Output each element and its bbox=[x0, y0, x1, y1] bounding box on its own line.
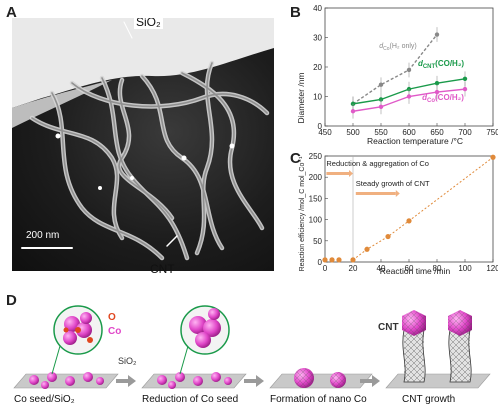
cobalt-label: Co bbox=[108, 326, 122, 337]
chart-c-annotation-2-arrowhead bbox=[395, 190, 400, 197]
panel-letter-c: C bbox=[290, 150, 301, 167]
chart-c-ytick-label: 150 bbox=[309, 194, 323, 203]
growth-schematic: O Co SiO₂ CNT Co seed/SiO₂ Reduction of … bbox=[0, 300, 500, 409]
chart-b-data-point bbox=[406, 94, 412, 99]
chart-b-data-point bbox=[434, 32, 440, 37]
chart-c-xtick-label: 60 bbox=[405, 264, 414, 273]
chart-b-ylabel: Diameter /nm bbox=[296, 72, 306, 123]
chart-b-data-point bbox=[378, 104, 384, 110]
cnt-schematic-label: CNT bbox=[378, 322, 399, 333]
chart-b-data-point bbox=[350, 109, 356, 114]
chart-c-annotation-2-arrow bbox=[355, 192, 396, 195]
chart-b-series-line bbox=[352, 34, 438, 105]
chart-c-data-point bbox=[329, 257, 335, 263]
chart-c-trend-line bbox=[352, 156, 494, 261]
chart-c-ytick-label: 200 bbox=[309, 173, 323, 182]
sio2-label: SiO₂ bbox=[134, 18, 163, 29]
chart-c-ylabel: Reaction efficiency /mol_C mol_Co⁻¹ bbox=[299, 156, 306, 272]
step-caption-1: Co seed/SiO₂ bbox=[14, 394, 75, 405]
chart-c-data-point bbox=[406, 218, 412, 224]
chart-b-ytick-label: 10 bbox=[313, 93, 322, 102]
oxygen-label: O bbox=[108, 312, 116, 323]
chart-b-xtick-label: 750 bbox=[486, 128, 498, 137]
chart-b-xtick-label: 600 bbox=[402, 128, 416, 137]
panel-letter-d: D bbox=[6, 292, 17, 309]
schematic-drawing bbox=[13, 305, 491, 389]
tem-image bbox=[12, 18, 274, 261]
chart-b-ytick-label: 0 bbox=[318, 122, 323, 131]
chart-b-data-point bbox=[434, 81, 440, 86]
chart-c-xtick-label: 120 bbox=[486, 264, 498, 273]
chart-c-xtick-label: 80 bbox=[433, 264, 442, 273]
chart-c-data-point bbox=[350, 257, 356, 263]
chart-c-data-point bbox=[385, 233, 391, 240]
chart-c-data-point bbox=[322, 257, 328, 263]
chart-c-ytick-label: 250 bbox=[309, 152, 323, 161]
chart-b-xtick-label: 500 bbox=[346, 128, 360, 137]
chart-c-data-point bbox=[364, 246, 370, 252]
chart-b-data-point bbox=[406, 67, 412, 73]
chart-c-annotation-1-arrow bbox=[326, 172, 349, 175]
chart-b-series-label: dCNT(CO/H₂) bbox=[418, 59, 464, 70]
chart-b-xlabel: Reaction temperature /°C bbox=[367, 136, 463, 146]
chart-b-ytick-label: 40 bbox=[313, 4, 322, 13]
chart-b-ytick-label: 30 bbox=[313, 34, 322, 43]
chart-c-annotation-1-arrowhead bbox=[349, 170, 353, 177]
chart-c-xtick-label: 0 bbox=[323, 264, 328, 273]
chart-b-series-label: dCo(CO/H₂) bbox=[422, 93, 464, 104]
chart-b-xtick-label: 450 bbox=[318, 128, 332, 137]
chart-b-data-point bbox=[378, 82, 384, 87]
chart-c-xtick-label: 40 bbox=[377, 264, 386, 273]
chart-c-annotation-1: Reduction & aggregation of Co bbox=[326, 159, 429, 168]
chart-b-data-point bbox=[462, 86, 468, 92]
chart-b-xtick-label: 650 bbox=[430, 128, 444, 137]
chart-c-ytick-label: 100 bbox=[309, 216, 323, 225]
sio2-substrate-label: SiO₂ bbox=[118, 356, 137, 366]
chart-b: Diameter /nm Reaction temperature /°C 45… bbox=[296, 4, 498, 146]
chart-c-annotation-2: Steady growth of CNT bbox=[356, 179, 430, 188]
chart-b-xtick-label: 700 bbox=[458, 128, 472, 137]
chart-b-series-label: dCo(H₂ only) bbox=[379, 43, 417, 52]
scalebar-label: 200 nm bbox=[26, 230, 60, 241]
step-caption-3: Formation of nano Co bbox=[270, 394, 367, 405]
panel-letter-b: B bbox=[290, 4, 301, 21]
chart-c-ytick-label: 50 bbox=[313, 237, 322, 246]
chart-b-data-point bbox=[462, 76, 468, 82]
chart-c-data-point bbox=[490, 154, 496, 160]
chart-c-xlabel: Reaction time /min bbox=[380, 266, 451, 276]
cnt-label: CNT bbox=[150, 262, 175, 276]
chart-c-ytick-label: 0 bbox=[318, 258, 323, 267]
chart-c-data-point bbox=[336, 257, 342, 263]
chart-b-ytick-label: 20 bbox=[313, 63, 322, 72]
tem-micrograph: SiO₂ 200 nm bbox=[12, 18, 274, 271]
step-caption-2: Reduction of Co seed bbox=[142, 394, 239, 405]
chart-c: Reaction efficiency /mol_C mol_Co⁻¹ Reac… bbox=[299, 152, 498, 276]
chart-b-data-point bbox=[434, 89, 440, 95]
step-caption-4: CNT growth bbox=[402, 394, 456, 405]
chart-b-xtick-label: 550 bbox=[374, 128, 388, 137]
panel-letter-a: A bbox=[6, 4, 17, 21]
chart-c-xtick-label: 100 bbox=[458, 264, 472, 273]
chart-c-xtick-label: 20 bbox=[349, 264, 358, 273]
